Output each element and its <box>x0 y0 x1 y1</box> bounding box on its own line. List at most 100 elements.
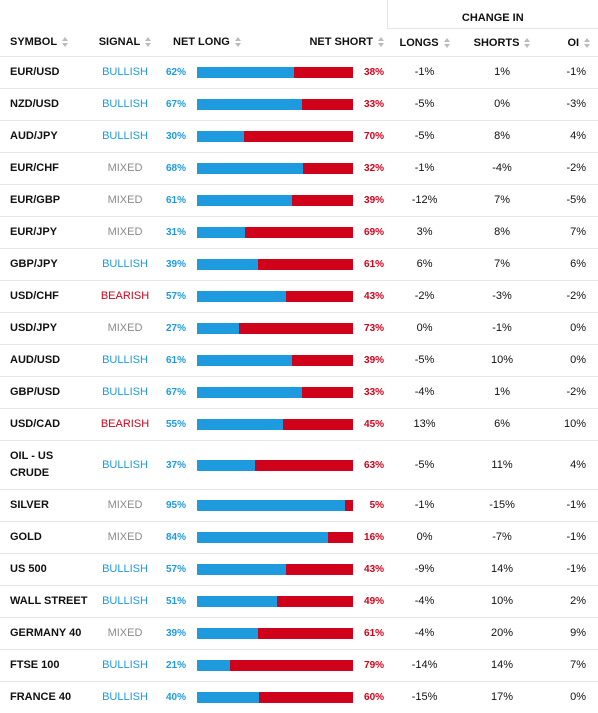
oi-change: -1% <box>542 554 598 586</box>
net-short-label: 33% <box>353 377 387 409</box>
longs-change: 0% <box>387 522 462 554</box>
oi-change: -1% <box>542 490 598 522</box>
net-short-label: 43% <box>353 554 387 586</box>
signal: MIXED <box>90 522 160 554</box>
long-bar <box>197 323 239 334</box>
net-long-header[interactable]: NET LONG <box>173 36 241 48</box>
symbol: SILVER <box>0 490 90 522</box>
sort-icon[interactable] <box>524 38 530 48</box>
symbol: OIL - US CRUDE <box>0 441 90 490</box>
symbol: AUD/JPY <box>0 121 90 153</box>
oi-change: 0% <box>542 345 598 377</box>
signal-header[interactable]: SIGNAL <box>90 29 160 57</box>
bar-cell <box>197 89 353 121</box>
net-long-label: 62% <box>160 57 197 89</box>
bar <box>197 291 353 302</box>
symbol: US 500 <box>0 554 90 586</box>
sort-icon[interactable] <box>62 37 68 47</box>
oi-change: 4% <box>542 441 598 490</box>
signal: MIXED <box>90 618 160 650</box>
long-bar <box>197 692 259 703</box>
net-long-label: 67% <box>160 377 197 409</box>
net-long-label: 57% <box>160 281 197 313</box>
long-bar <box>197 99 302 110</box>
short-bar <box>286 291 353 302</box>
long-bar <box>197 596 277 607</box>
signal: BULLISH <box>90 650 160 682</box>
longs-change: -1% <box>387 57 462 89</box>
shorts-change: 7% <box>462 249 542 281</box>
longs-change: -2% <box>387 281 462 313</box>
page: CHANGE IN SYMBOL SIGNAL NET LONG NET SHO… <box>0 0 598 687</box>
short-bar <box>230 660 353 671</box>
short-bar <box>303 163 353 174</box>
oi-header[interactable]: OI <box>542 29 598 57</box>
long-bar <box>197 227 245 238</box>
symbol-header[interactable]: SYMBOL <box>0 29 90 57</box>
net-short-header[interactable]: NET SHORT <box>309 36 384 48</box>
signal: BULLISH <box>90 441 160 490</box>
shorts-change: 11% <box>462 441 542 490</box>
shorts-header[interactable]: SHORTS <box>462 29 542 57</box>
net-short-label: 16% <box>353 522 387 554</box>
net-long-label: 95% <box>160 490 197 522</box>
net-long-label: 61% <box>160 345 197 377</box>
net-short-label: 61% <box>353 249 387 281</box>
sort-icon[interactable] <box>444 38 450 48</box>
oi-change: 4% <box>542 121 598 153</box>
bar-cell <box>197 618 353 650</box>
symbol: EUR/CHF <box>0 153 90 185</box>
sort-icon[interactable] <box>584 38 590 48</box>
symbol: GOLD <box>0 522 90 554</box>
bar <box>197 99 353 110</box>
shorts-change: 8% <box>462 217 542 249</box>
bar-cell <box>197 682 353 713</box>
long-bar <box>197 660 230 671</box>
signal: BULLISH <box>90 554 160 586</box>
sort-icon[interactable] <box>145 37 151 47</box>
net-short-label: 39% <box>353 185 387 217</box>
symbol: FRANCE 40 <box>0 682 90 713</box>
bar-cell <box>197 377 353 409</box>
sort-icon[interactable] <box>378 37 384 47</box>
sort-icon[interactable] <box>235 37 241 47</box>
long-bar <box>197 419 283 430</box>
oi-change: 9% <box>542 618 598 650</box>
shorts-change: -3% <box>462 281 542 313</box>
long-bar <box>197 532 328 543</box>
short-bar <box>286 564 353 575</box>
net-short-label: 49% <box>353 586 387 618</box>
short-bar <box>277 596 353 607</box>
bar-cell <box>197 441 353 490</box>
long-bar <box>197 131 244 142</box>
net-short-label: 63% <box>353 441 387 490</box>
signal: BULLISH <box>90 586 160 618</box>
net-short-label: 69% <box>353 217 387 249</box>
longs-header[interactable]: LONGS <box>387 29 462 57</box>
bar <box>197 67 353 78</box>
symbol: AUD/USD <box>0 345 90 377</box>
symbol: USD/JPY <box>0 313 90 345</box>
oi-change: 2% <box>542 586 598 618</box>
